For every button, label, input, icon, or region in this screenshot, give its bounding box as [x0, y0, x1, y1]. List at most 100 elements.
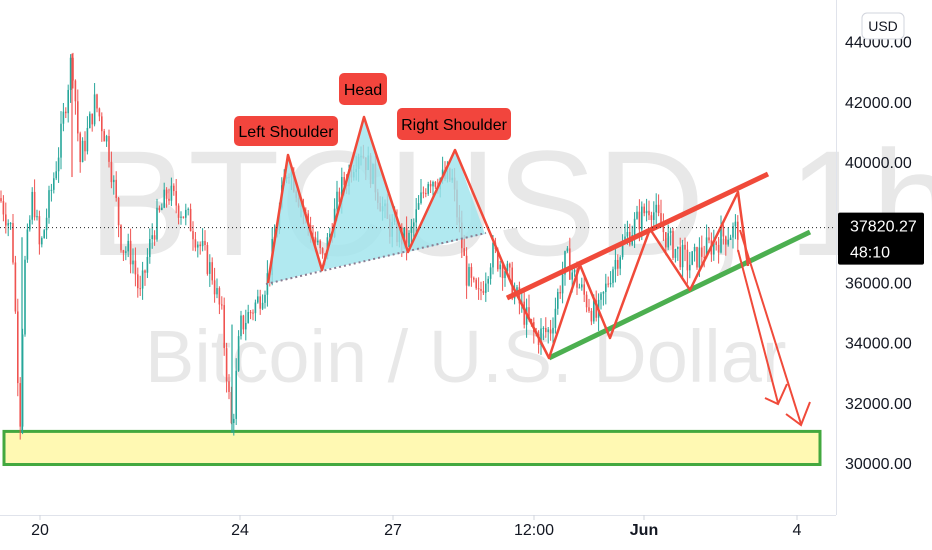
candle-body — [120, 225, 122, 251]
price-tick-label: 36000.00 — [845, 275, 912, 292]
candle-body — [480, 289, 482, 291]
candle-body — [554, 308, 557, 328]
candle-body — [170, 185, 173, 201]
candle-body — [113, 179, 115, 183]
candle-body — [319, 240, 321, 249]
candle-body — [660, 213, 662, 226]
candle-body — [403, 227, 405, 245]
time-tick-label: 12:00 — [514, 522, 554, 539]
candle-body — [619, 257, 621, 269]
candle-body — [60, 123, 62, 158]
currency-badge[interactable]: USD — [861, 12, 905, 40]
candle-body — [129, 240, 132, 265]
candle-body — [650, 215, 653, 220]
candle-body — [434, 182, 437, 187]
candle-body — [590, 310, 593, 322]
candle-body — [149, 239, 151, 257]
candle-body — [681, 244, 684, 268]
candle-body — [108, 136, 110, 162]
candle-body — [314, 237, 317, 243]
candle-body — [566, 248, 569, 252]
candle-body — [727, 239, 729, 245]
candle-body — [81, 140, 84, 163]
price-tick-label: 40000.00 — [845, 155, 912, 172]
candle-body — [252, 312, 254, 314]
candle-body — [141, 270, 144, 289]
candle-body — [31, 191, 33, 220]
candle-body — [77, 101, 79, 134]
candle-body — [189, 208, 192, 232]
candle-body — [540, 328, 542, 345]
candle-body — [605, 283, 607, 292]
candle-body — [549, 329, 552, 334]
candle-body — [41, 238, 43, 245]
candle-body — [223, 305, 225, 349]
candle-body — [43, 230, 45, 239]
candle-body — [585, 294, 588, 308]
candle-body — [648, 210, 650, 216]
candle-body — [679, 246, 681, 268]
candle-body — [53, 178, 55, 190]
candle-body — [638, 211, 641, 230]
candle-body — [182, 216, 185, 218]
candle-body — [7, 223, 9, 226]
candle-body — [103, 131, 105, 142]
candle-body — [12, 223, 14, 263]
candle-body — [468, 267, 470, 286]
candle-body — [86, 127, 89, 152]
candle-body — [93, 94, 96, 125]
candle-body — [643, 206, 645, 214]
candle-body — [415, 209, 417, 223]
candle-body — [96, 94, 98, 109]
candle-body — [729, 237, 732, 240]
channel-lower-line — [547, 229, 812, 361]
candle-body — [720, 226, 722, 253]
candle-body — [703, 256, 705, 258]
candle-body — [475, 279, 477, 289]
candle-body — [233, 418, 235, 424]
candle-body — [185, 209, 187, 218]
annotation-label: Head — [344, 82, 382, 99]
candle-body — [74, 80, 77, 102]
candle-body — [137, 274, 139, 289]
candle-body — [470, 267, 473, 278]
candle-body — [427, 184, 429, 194]
candle-body — [177, 205, 180, 218]
candle-body — [595, 300, 597, 318]
candle-body — [734, 221, 737, 227]
candle-body — [542, 328, 545, 330]
candle-body — [36, 216, 38, 218]
candle-body — [146, 256, 149, 273]
candle-body — [417, 203, 420, 210]
candle-body — [693, 246, 696, 252]
candle-body — [624, 236, 626, 242]
candle-body — [501, 264, 504, 279]
candle-body — [516, 287, 518, 292]
candle-body — [201, 241, 204, 247]
countdown-timer: 48:10 — [850, 245, 890, 262]
candle-body — [497, 249, 499, 270]
projection-arrow-1 — [737, 249, 779, 404]
candle-body — [261, 302, 264, 309]
candle-body — [0, 198, 2, 202]
candle-body — [249, 312, 252, 314]
annotation-label: Right Shoulder — [401, 117, 508, 134]
time-tick-label: 20 — [31, 522, 49, 539]
candle-body — [725, 236, 727, 245]
candle-body — [5, 214, 7, 226]
candle-body — [197, 244, 199, 248]
candle-body — [38, 216, 41, 245]
candle-body — [254, 302, 257, 314]
candle-body — [410, 226, 413, 233]
candle-body — [583, 284, 585, 295]
candle-body — [559, 292, 561, 294]
candle-body — [672, 230, 674, 258]
candle-body — [9, 223, 12, 225]
candle-body — [465, 255, 468, 286]
candle-body — [211, 262, 213, 281]
candle-body — [641, 206, 643, 230]
candle-body — [473, 277, 475, 280]
candle-body — [609, 282, 612, 285]
candle-body — [561, 274, 564, 294]
